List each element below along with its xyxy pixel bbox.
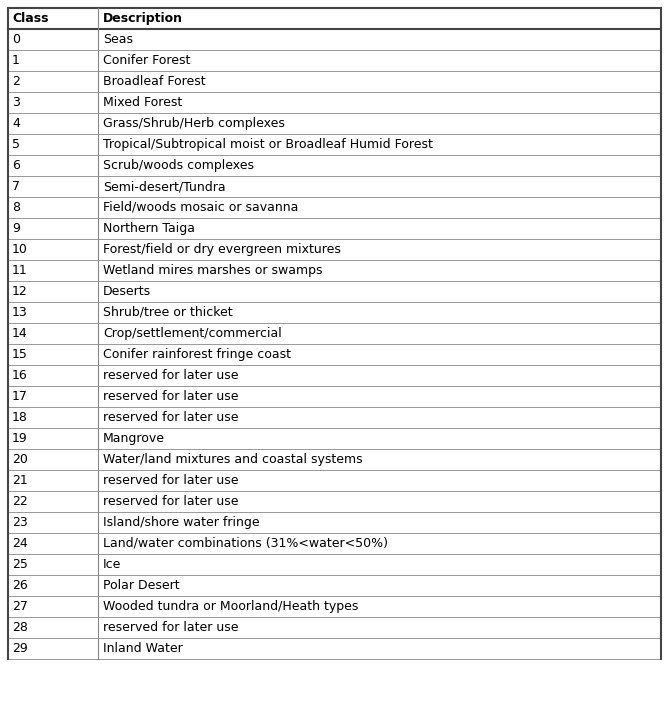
Text: 27: 27 xyxy=(12,600,28,613)
Text: Forest/field or dry evergreen mixtures: Forest/field or dry evergreen mixtures xyxy=(103,243,341,256)
Text: 5: 5 xyxy=(12,138,20,151)
Text: Broadleaf Forest: Broadleaf Forest xyxy=(103,75,205,88)
Text: 22: 22 xyxy=(12,495,27,508)
Text: Conifer rainforest fringe coast: Conifer rainforest fringe coast xyxy=(103,348,291,361)
Text: Semi-desert/Tundra: Semi-desert/Tundra xyxy=(103,180,225,193)
Text: reserved for later use: reserved for later use xyxy=(103,621,239,634)
Text: 17: 17 xyxy=(12,390,28,403)
Text: 10: 10 xyxy=(12,243,28,256)
Text: Northern Taiga: Northern Taiga xyxy=(103,222,195,235)
Text: Shrub/tree or thicket: Shrub/tree or thicket xyxy=(103,306,233,319)
Text: 2: 2 xyxy=(12,75,20,88)
Text: Tropical/Subtropical moist or Broadleaf Humid Forest: Tropical/Subtropical moist or Broadleaf … xyxy=(103,138,433,151)
Text: reserved for later use: reserved for later use xyxy=(103,390,239,403)
Text: 8: 8 xyxy=(12,201,20,214)
Text: Ice: Ice xyxy=(103,558,121,571)
Text: 20: 20 xyxy=(12,453,28,466)
Text: 24: 24 xyxy=(12,537,27,550)
Text: Wooded tundra or Moorland/Heath types: Wooded tundra or Moorland/Heath types xyxy=(103,600,359,613)
Text: Mangrove: Mangrove xyxy=(103,432,165,445)
Text: Wetland mires marshes or swamps: Wetland mires marshes or swamps xyxy=(103,264,322,277)
Text: 18: 18 xyxy=(12,411,28,424)
Text: 6: 6 xyxy=(12,159,20,172)
Text: 25: 25 xyxy=(12,558,28,571)
Text: Seas: Seas xyxy=(103,33,133,46)
Text: 21: 21 xyxy=(12,474,27,487)
Text: 13: 13 xyxy=(12,306,27,319)
Text: 1: 1 xyxy=(12,54,20,67)
Text: 15: 15 xyxy=(12,348,28,361)
Text: 0: 0 xyxy=(12,33,20,46)
Text: 29: 29 xyxy=(12,642,27,655)
Text: Island/shore water fringe: Island/shore water fringe xyxy=(103,516,260,529)
Text: 12: 12 xyxy=(12,285,27,298)
Text: Deserts: Deserts xyxy=(103,285,151,298)
Text: Description: Description xyxy=(103,12,183,25)
Text: 3: 3 xyxy=(12,96,20,109)
Text: 4: 4 xyxy=(12,117,20,130)
Text: 9: 9 xyxy=(12,222,20,235)
Text: reserved for later use: reserved for later use xyxy=(103,411,239,424)
Text: 19: 19 xyxy=(12,432,27,445)
Text: 14: 14 xyxy=(12,327,27,340)
Text: Field/woods mosaic or savanna: Field/woods mosaic or savanna xyxy=(103,201,298,214)
Text: Conifer Forest: Conifer Forest xyxy=(103,54,191,67)
Text: reserved for later use: reserved for later use xyxy=(103,369,239,382)
Text: Water/land mixtures and coastal systems: Water/land mixtures and coastal systems xyxy=(103,453,363,466)
Text: 11: 11 xyxy=(12,264,27,277)
Text: Mixed Forest: Mixed Forest xyxy=(103,96,182,109)
Text: 26: 26 xyxy=(12,579,27,592)
Text: reserved for later use: reserved for later use xyxy=(103,495,239,508)
Text: Inland Water: Inland Water xyxy=(103,642,183,655)
Text: 16: 16 xyxy=(12,369,27,382)
Text: 7: 7 xyxy=(12,180,20,193)
Text: Polar Desert: Polar Desert xyxy=(103,579,179,592)
Text: Scrub/woods complexes: Scrub/woods complexes xyxy=(103,159,254,172)
Text: reserved for later use: reserved for later use xyxy=(103,474,239,487)
Text: Class: Class xyxy=(12,12,48,25)
Text: Crop/settlement/commercial: Crop/settlement/commercial xyxy=(103,327,282,340)
Text: Grass/Shrub/Herb complexes: Grass/Shrub/Herb complexes xyxy=(103,117,285,130)
Text: 28: 28 xyxy=(12,621,28,634)
Text: Land/water combinations (31%<water<50%): Land/water combinations (31%<water<50%) xyxy=(103,537,388,550)
Text: 23: 23 xyxy=(12,516,27,529)
